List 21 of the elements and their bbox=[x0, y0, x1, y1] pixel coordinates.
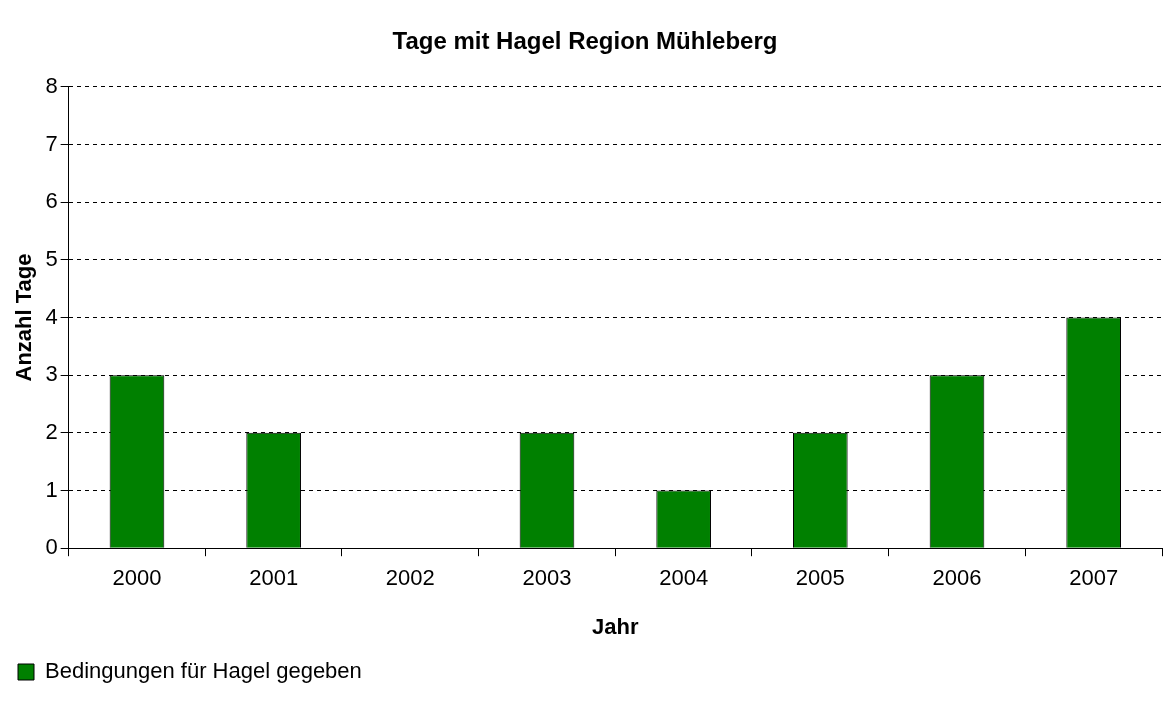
y-tick-label: 8 bbox=[45, 72, 58, 98]
y-tick-label: 5 bbox=[45, 245, 58, 271]
y-tick-label: 2 bbox=[45, 418, 58, 444]
x-tick-label: 2004 bbox=[659, 565, 709, 591]
y-tick-label: 0 bbox=[45, 534, 58, 560]
x-tick-label: 2003 bbox=[522, 565, 572, 591]
x-axis-title: Jahr bbox=[592, 613, 639, 639]
x-tick-label: 2001 bbox=[249, 565, 299, 591]
x-tick-label: 2005 bbox=[795, 565, 845, 591]
y-tick-label: 7 bbox=[45, 130, 58, 156]
y-tick-label: 1 bbox=[45, 476, 58, 502]
x-tick-label: 2006 bbox=[932, 565, 982, 591]
x-tick-label: 2007 bbox=[1069, 565, 1119, 591]
y-tick-label: 4 bbox=[45, 303, 58, 329]
y-axis-title: Anzahl Tage bbox=[11, 253, 37, 382]
x-tick-label: 2002 bbox=[385, 565, 435, 591]
y-tick-label: 6 bbox=[45, 188, 58, 214]
legend-label: Bedingungen für Hagel gegeben bbox=[45, 658, 362, 684]
y-tick-label: 3 bbox=[45, 361, 58, 387]
chart-title: Tage mit Hagel Region Mühleberg bbox=[392, 27, 778, 55]
x-tick-label: 2000 bbox=[112, 565, 162, 591]
